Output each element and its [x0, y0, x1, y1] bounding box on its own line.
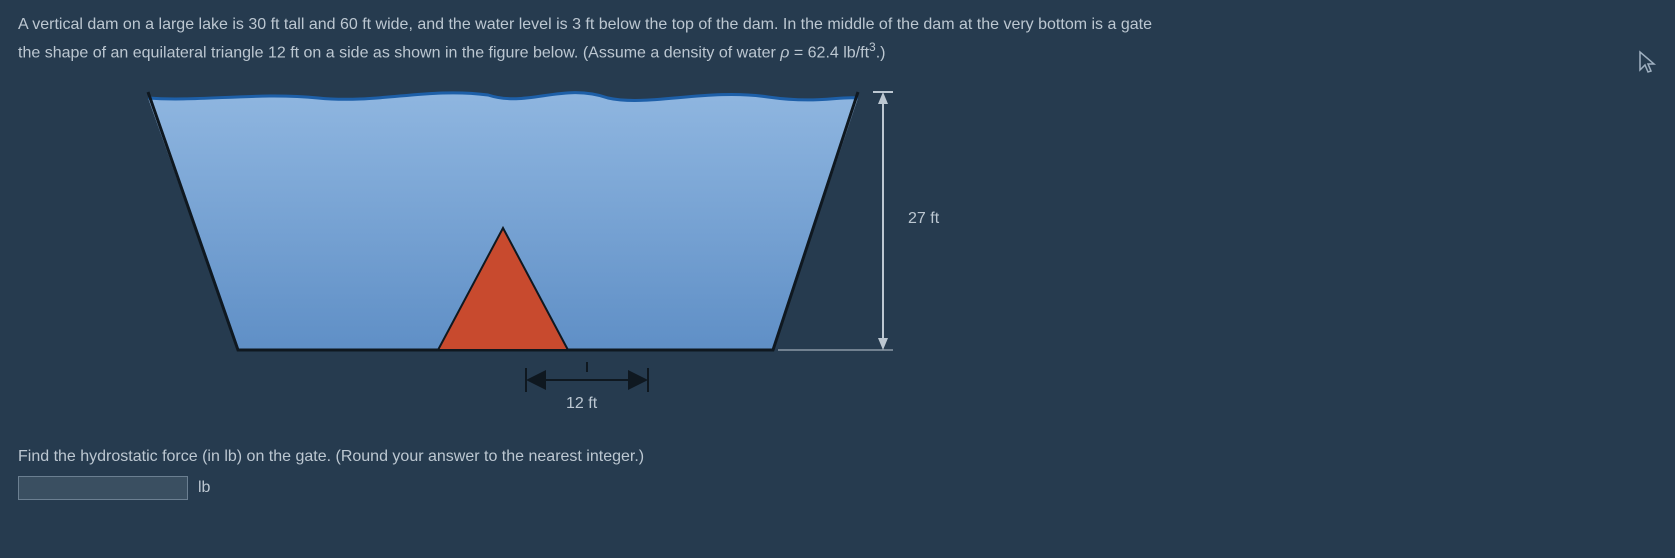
- problem-line2-pre: the shape of an equilateral triangle 12 …: [18, 44, 780, 61]
- depth-arrow-down: [878, 338, 888, 350]
- problem-line1: A vertical dam on a large lake is 30 ft …: [18, 16, 1152, 33]
- problem-eq: = 62.4 lb/ft: [789, 44, 869, 61]
- answer-row: lb: [18, 476, 1657, 500]
- cursor-icon: [1637, 50, 1657, 74]
- depth-label: 27 ft: [908, 210, 939, 228]
- problem-line2-post: .): [876, 44, 886, 61]
- answer-input[interactable]: [18, 476, 188, 500]
- problem-exp: 3: [869, 40, 876, 54]
- question-text: Find the hydrostatic force (in lb) on th…: [18, 448, 1657, 466]
- base-label: 12 ft: [566, 395, 597, 413]
- depth-arrow-up: [878, 92, 888, 104]
- dam-figure: 27 ft 12 ft: [118, 80, 1018, 420]
- problem-statement: A vertical dam on a large lake is 30 ft …: [18, 12, 1657, 66]
- answer-unit: lb: [198, 479, 210, 497]
